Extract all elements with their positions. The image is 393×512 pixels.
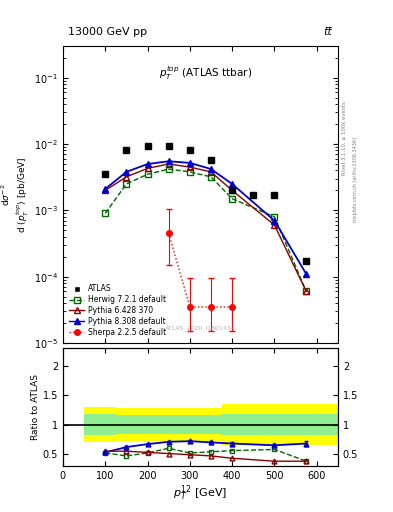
Text: Rivet 3.1.10, ≥ 100k events: Rivet 3.1.10, ≥ 100k events bbox=[342, 101, 346, 175]
Text: 13000 GeV pp: 13000 GeV pp bbox=[68, 27, 147, 37]
Y-axis label: Ratio to ATLAS: Ratio to ATLAS bbox=[31, 374, 40, 440]
Y-axis label: d$\sigma^{-2}$
d ($p_T^{top}$) [pb/GeV]: d$\sigma^{-2}$ d ($p_T^{top}$) [pb/GeV] bbox=[0, 156, 31, 233]
Legend: ATLAS, Herwig 7.2.1 default, Pythia 6.428 370, Pythia 8.308 default, Sherpa 2.2.: ATLAS, Herwig 7.2.1 default, Pythia 6.42… bbox=[67, 282, 169, 339]
Text: ATLAS_2020_I1801434: ATLAS_2020_I1801434 bbox=[165, 326, 236, 331]
Text: mcplots.cern.ch [arXiv:1306.3436]: mcplots.cern.ch [arXiv:1306.3436] bbox=[353, 137, 358, 222]
Text: tt̅: tt̅ bbox=[324, 27, 332, 37]
X-axis label: $p_T^{12}$ [GeV]: $p_T^{12}$ [GeV] bbox=[173, 483, 228, 503]
Text: $p_T^{top}$ (ATLAS ttbar): $p_T^{top}$ (ATLAS ttbar) bbox=[159, 64, 253, 82]
